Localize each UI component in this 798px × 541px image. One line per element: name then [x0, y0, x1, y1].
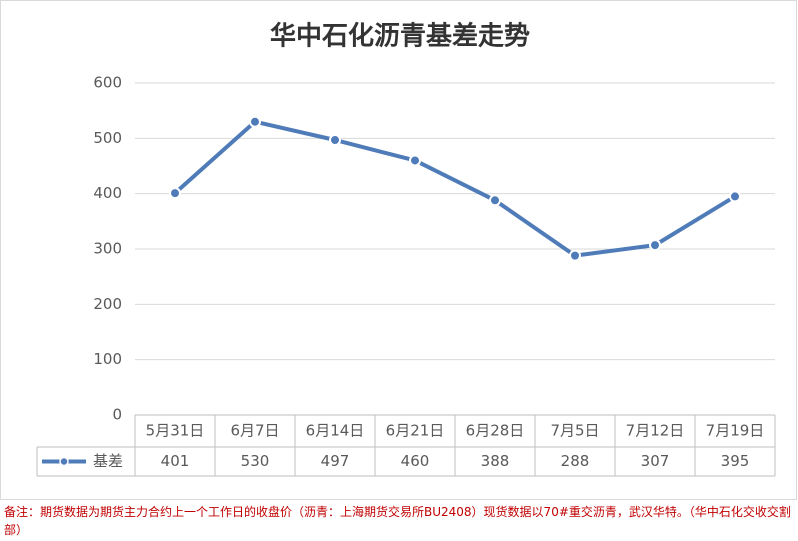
x-tick-label: 7月5日	[550, 422, 599, 440]
y-tick-label: 500	[93, 129, 122, 147]
table-value: 460	[401, 452, 430, 470]
y-tick-label: 0	[112, 406, 122, 424]
data-point	[409, 154, 421, 167]
y-tick-label: 400	[93, 184, 122, 202]
y-tick-label: 300	[93, 240, 122, 258]
table-value: 530	[241, 452, 270, 470]
chart-border	[0, 0, 797, 500]
chart: 华中石化沥青基差走势 0 100 200 300 400 500 600 5月31日 6月7日 6…	[0, 0, 797, 500]
x-tick-label: 7月12日	[626, 422, 685, 440]
data-line	[173, 119, 737, 258]
table-value: 288	[561, 452, 590, 470]
data-point	[169, 187, 181, 200]
x-tick-label: 7月19日	[706, 422, 765, 440]
table-value: 388	[481, 452, 510, 470]
table-value: 401	[161, 452, 190, 470]
data-point	[489, 194, 501, 207]
table-value: 307	[641, 452, 670, 470]
data-point	[569, 249, 581, 262]
x-tick-label: 5月31日	[146, 422, 205, 440]
y-tick-label: 600	[93, 74, 122, 92]
legend-label: 基差	[93, 452, 123, 470]
data-point	[329, 133, 341, 146]
x-tick-label: 6月14日	[306, 422, 365, 440]
data-point	[649, 239, 661, 252]
footnote: 备注：期货数据为期货主力合约上一个工作日的收盘价（沥青：上海期货交易所BU240…	[4, 505, 791, 537]
x-tick-label: 6月7日	[230, 422, 279, 440]
legend-marker	[59, 456, 69, 467]
chart-title: 华中石化沥青基差走势	[270, 21, 530, 52]
x-tick-label: 6月21日	[386, 422, 445, 440]
data-point	[249, 115, 261, 128]
data-point	[729, 190, 741, 203]
y-tick-label: 200	[93, 295, 122, 313]
y-tick-label: 100	[93, 350, 122, 368]
table-value: 497	[321, 452, 350, 470]
table-value: 395	[721, 452, 750, 470]
x-tick-label: 6月28日	[466, 422, 525, 440]
